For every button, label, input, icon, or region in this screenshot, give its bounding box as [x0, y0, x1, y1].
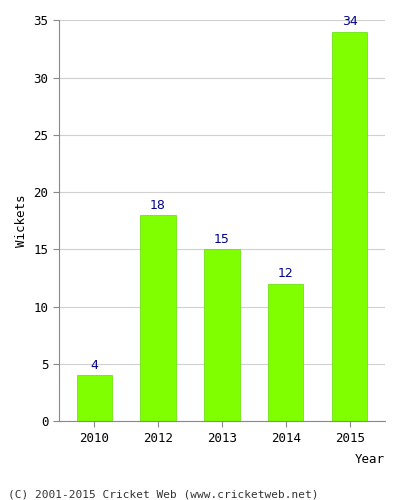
Text: (C) 2001-2015 Cricket Web (www.cricketweb.net): (C) 2001-2015 Cricket Web (www.cricketwe…	[8, 490, 318, 500]
Text: 34: 34	[342, 16, 358, 28]
Bar	[268, 284, 304, 421]
Bar	[140, 215, 176, 421]
Bar	[332, 32, 368, 421]
Bar	[76, 376, 112, 421]
Text: 12: 12	[278, 268, 294, 280]
Text: 15: 15	[214, 233, 230, 246]
Y-axis label: Wickets: Wickets	[15, 194, 28, 247]
Bar	[204, 250, 240, 421]
Text: 4: 4	[90, 359, 98, 372]
Text: 18: 18	[150, 198, 166, 211]
Text: Year: Year	[355, 454, 385, 466]
